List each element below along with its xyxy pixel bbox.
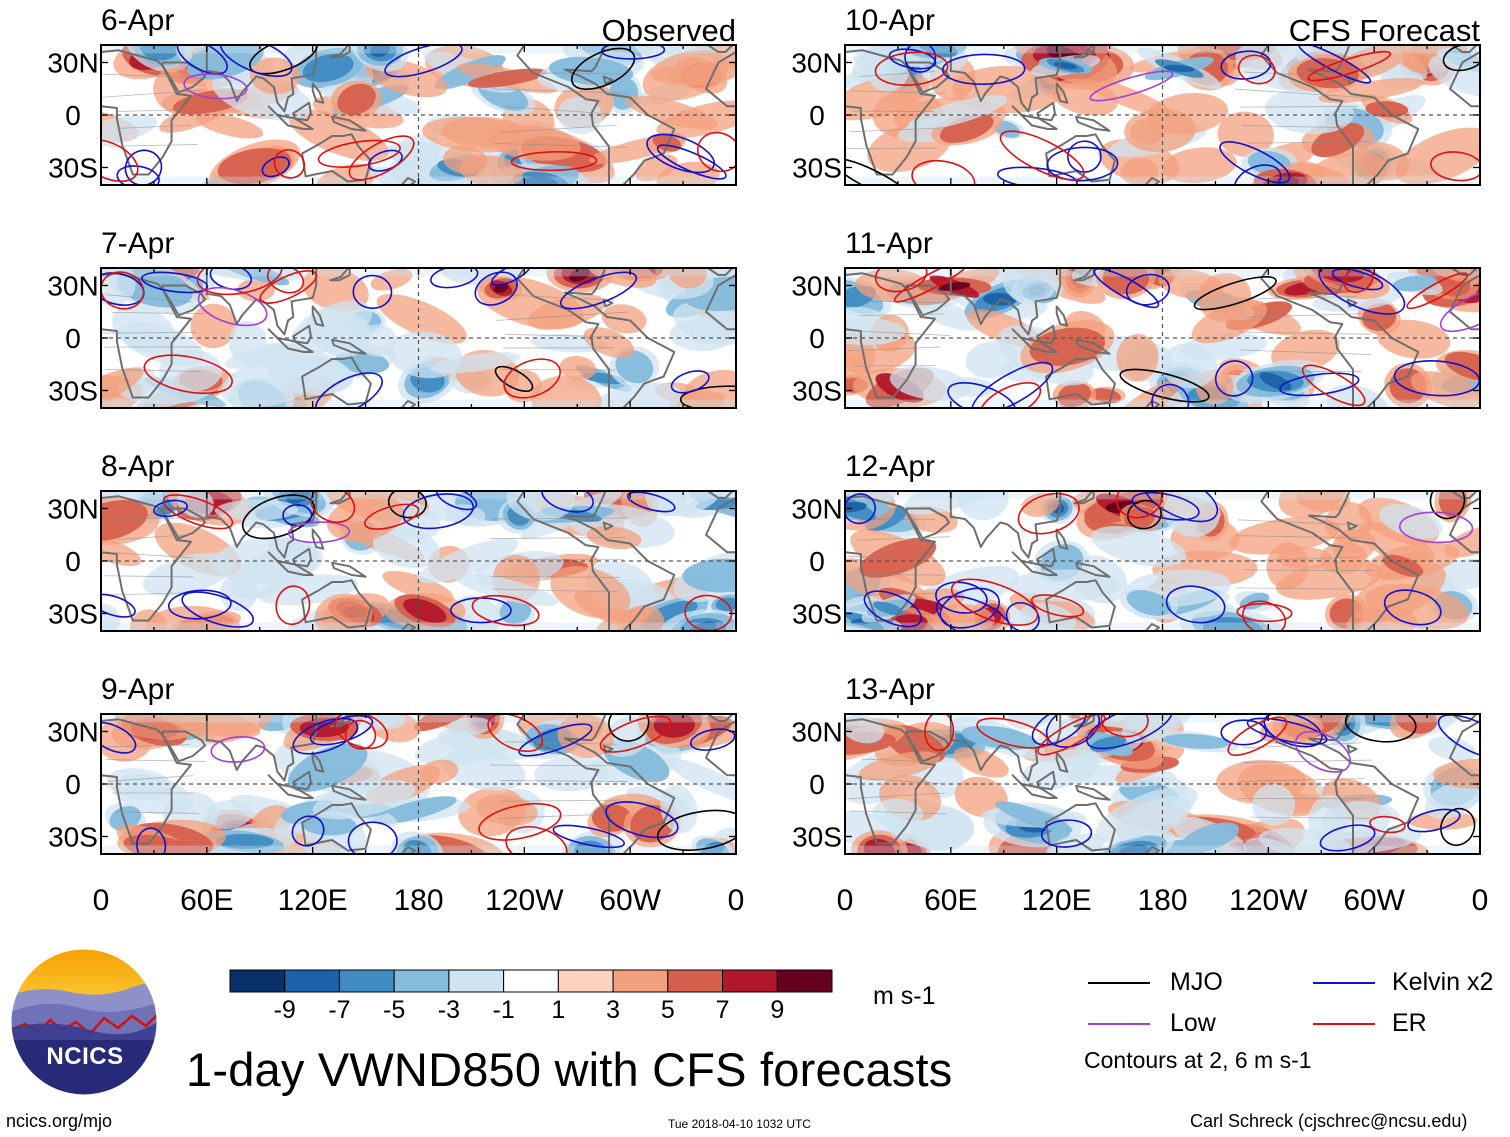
panel-date-label: 8-Apr — [101, 450, 174, 483]
y-tick-label: 30N — [791, 494, 842, 525]
colorbar-tick-label: 3 — [606, 996, 621, 1024]
y-tick-label: 30N — [791, 717, 842, 748]
x-tick-label: 60E — [924, 884, 977, 917]
logo-text: NCICS — [46, 1043, 124, 1070]
y-tick-label: 30N — [47, 48, 98, 79]
legend-label-mjo: MJO — [1170, 968, 1223, 996]
colorbar-swatch — [338, 969, 395, 993]
x-tick-label: 60W — [1343, 884, 1405, 917]
website-link[interactable]: ncics.org/mjo — [6, 1111, 113, 1131]
colorbar-swatch — [557, 969, 614, 993]
colorbar-tick-label: -5 — [383, 996, 406, 1024]
legend-line-er — [1313, 1023, 1375, 1025]
legend-line-mjo — [1088, 982, 1150, 984]
legend-line-kelvin — [1313, 982, 1375, 984]
map-panel-9-Apr: 30N 0 30S 9-Apr 0 60E 120E 180 120W 60W 0 — [47, 673, 745, 917]
y-tick-label: 0 — [65, 323, 81, 354]
colorbar-tick-label: -9 — [273, 996, 296, 1024]
map-panel-6-Apr: 30N 0 30S 6-Apr Observed — [47, 4, 737, 186]
x-tick-label: 180 — [393, 884, 443, 917]
colorbar-swatch — [722, 969, 778, 993]
y-tick-label: 30S — [792, 822, 842, 853]
colorbar-tick-label: 7 — [715, 996, 730, 1024]
y-tick-label: 30N — [791, 271, 842, 302]
map-panel-7-Apr: 30N 0 30S 7-Apr — [47, 227, 737, 409]
colorbar-tick-label: 1 — [551, 996, 566, 1024]
panel-date-label: 7-Apr — [101, 227, 174, 260]
colorbar-swatch — [667, 969, 724, 993]
y-tick-label: 30N — [47, 271, 98, 302]
legend-line-low — [1088, 1023, 1150, 1025]
author-credit: Carl Schreck (cjschrec@ncsu.edu) — [1190, 1111, 1468, 1131]
colorbar-swatch — [776, 969, 833, 993]
x-tick-label: 120E — [1022, 884, 1092, 917]
panel-date-label: 10-Apr — [845, 4, 935, 37]
colorbar-tick-label: 9 — [770, 996, 785, 1024]
map-panel-12-Apr: 30N 0 30S 12-Apr — [791, 450, 1481, 632]
colorbar-units: m s-1 — [873, 982, 936, 1010]
colorbar-swatch — [612, 969, 669, 993]
panel-date-label: 12-Apr — [845, 450, 935, 483]
x-tick-label: 120E — [278, 884, 348, 917]
y-tick-label: 0 — [65, 769, 81, 800]
y-tick-label: 0 — [809, 769, 825, 800]
x-tick-label: 180 — [1137, 884, 1187, 917]
column-header: CFS Forecast — [1289, 13, 1481, 48]
map-panel-13-Apr: 30N 0 30S 13-Apr 0 60E 120E 180 120W 60W 0 — [791, 673, 1489, 917]
colorbar-tick-label: 5 — [660, 996, 675, 1024]
panel-date-label: 13-Apr — [845, 673, 935, 706]
y-tick-label: 30S — [48, 376, 98, 407]
y-tick-label: 30S — [48, 599, 98, 630]
y-tick-label: 0 — [809, 546, 825, 577]
timestamp: Tue 2018-04-10 1032 UTC — [668, 1117, 811, 1131]
map-panel-8-Apr: 30N 0 30S 8-Apr — [47, 450, 737, 632]
x-tick-label: 120W — [485, 884, 564, 917]
x-tick-label: 0 — [1472, 884, 1489, 917]
colorbar-swatch — [229, 969, 286, 993]
colorbar-tick-label: -1 — [492, 996, 515, 1024]
x-tick-label: 0 — [93, 884, 110, 917]
x-tick-label: 60W — [599, 884, 661, 917]
x-tick-label: 120W — [1229, 884, 1308, 917]
y-tick-label: 0 — [65, 100, 81, 131]
y-tick-label: 30S — [792, 153, 842, 184]
y-tick-label: 30N — [47, 494, 98, 525]
y-tick-label: 30S — [792, 599, 842, 630]
figure-title: 1-day VWND850 with CFS forecasts — [186, 1043, 953, 1096]
map-panel-11-Apr: 30N 0 30S 11-Apr — [791, 227, 1481, 409]
y-tick-label: 0 — [65, 546, 81, 577]
y-tick-label: 0 — [809, 323, 825, 354]
colorbar-tick-label: -3 — [437, 996, 461, 1024]
y-tick-label: 30S — [792, 376, 842, 407]
legend-label-low: Low — [1170, 1009, 1216, 1037]
colorbar-tick-label: -7 — [328, 996, 351, 1024]
colorbar-swatch — [503, 969, 559, 993]
panel-date-label: 6-Apr — [101, 4, 174, 37]
panel-date-label: 11-Apr — [845, 227, 933, 260]
y-tick-label: 30N — [47, 717, 98, 748]
column-header: Observed — [602, 13, 736, 48]
y-tick-label: 30S — [48, 822, 98, 853]
y-tick-label: 0 — [809, 100, 825, 131]
map-panel-10-Apr: 30N 0 30S 10-Apr CFS Forecast — [791, 4, 1481, 186]
contour-note: Contours at 2, 6 m s-1 — [1084, 1047, 1312, 1073]
x-tick-label: 60E — [180, 884, 233, 917]
y-tick-label: 30N — [791, 48, 842, 79]
colorbar-swatch — [393, 969, 450, 993]
legend-label-er: ER — [1392, 1009, 1427, 1037]
panel-date-label: 9-Apr — [101, 673, 174, 706]
x-tick-label: 0 — [837, 884, 854, 917]
colorbar-swatch — [448, 969, 505, 993]
legend-label-kelvin: Kelvin x2 — [1392, 968, 1494, 996]
colorbar-swatch — [284, 969, 340, 993]
x-tick-label: 0 — [728, 884, 745, 917]
y-tick-label: 30S — [48, 153, 98, 184]
